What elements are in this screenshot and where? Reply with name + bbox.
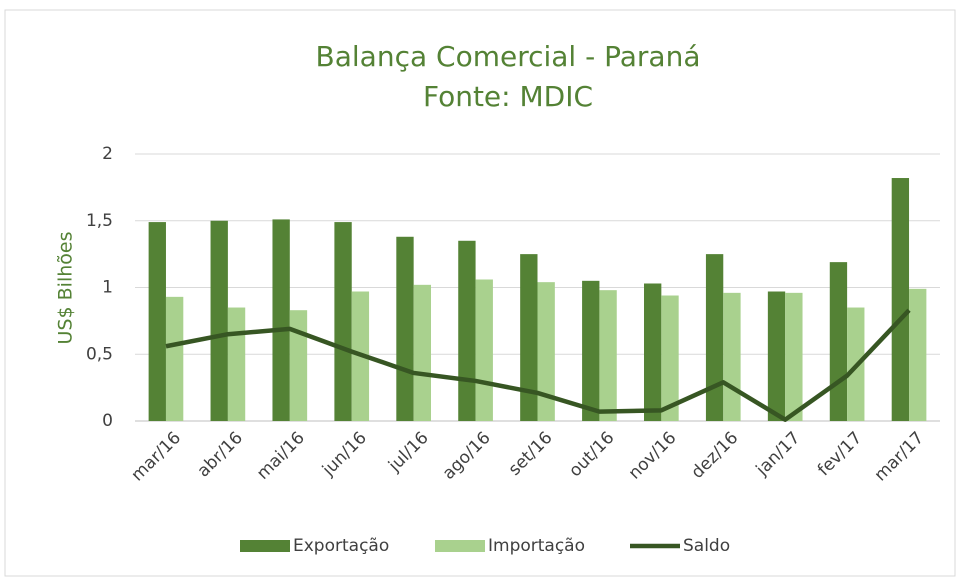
bar: [661, 295, 679, 421]
y-axis-label: US$ Bilhões: [55, 232, 77, 345]
bar: [165, 296, 184, 421]
bar: [334, 222, 352, 421]
bar: [289, 310, 308, 421]
bar: [458, 240, 476, 421]
bar: [520, 254, 538, 421]
bar: [785, 292, 803, 421]
y-tick-label: 0,5: [86, 344, 113, 364]
legend-label: Saldo: [683, 536, 730, 556]
bar: [767, 291, 786, 421]
bar: [537, 282, 555, 421]
y-tick-label: 0: [102, 411, 113, 431]
bar: [723, 292, 741, 421]
line: [165, 308, 911, 422]
bar: [227, 307, 246, 421]
y-tick-label: 1: [102, 278, 113, 298]
y-tick-label: 1,5: [86, 211, 113, 231]
bar: [396, 236, 414, 421]
bar: [644, 283, 662, 421]
bar: [148, 222, 166, 421]
bar: [909, 288, 927, 421]
chart-title: Balança Comercial - Paraná: [316, 40, 701, 73]
bar: [599, 290, 617, 421]
chart-subtitle: Fonte: MDIC: [423, 80, 593, 113]
bar: [210, 220, 228, 421]
bar: [705, 254, 724, 421]
legend-label: Importação: [488, 536, 585, 556]
legend-label: Exportação: [293, 536, 389, 556]
legend-swatch: [435, 540, 485, 552]
bar: [413, 284, 431, 421]
y-tick-label: 2: [102, 144, 113, 164]
bar: [829, 262, 848, 421]
legend-swatch: [240, 540, 290, 552]
bar: [891, 178, 910, 421]
bar: [272, 219, 290, 421]
bar: [582, 280, 600, 421]
bar: [475, 279, 493, 421]
